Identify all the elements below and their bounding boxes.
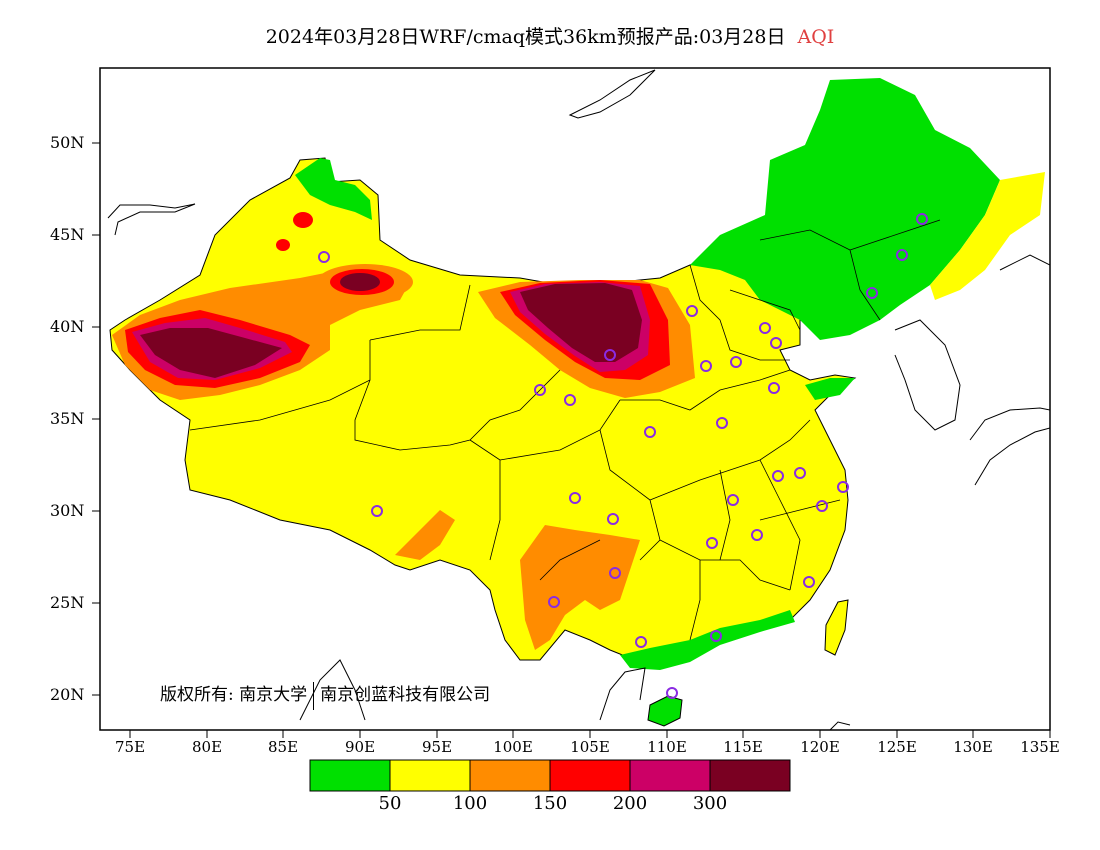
station-marker bbox=[716, 417, 728, 429]
station-marker bbox=[730, 356, 742, 368]
station-marker bbox=[609, 567, 621, 579]
station-marker bbox=[710, 630, 722, 642]
station-marker bbox=[604, 349, 616, 361]
station-marker bbox=[548, 596, 560, 608]
station-marker bbox=[569, 492, 581, 504]
map-plot-area bbox=[107, 69, 1050, 730]
jiangsu-good-patch bbox=[805, 378, 855, 400]
station-marker bbox=[686, 305, 698, 317]
copyright-org-company: 南京创蓝科技有限公司 bbox=[320, 685, 491, 705]
map-title: 2024年03月28日WRF/cmaq模式36km预报产品:03月28日 AQI bbox=[0, 22, 1100, 49]
copyright-label: 版权所有: bbox=[160, 685, 234, 705]
taiwan-island bbox=[824, 599, 849, 656]
lon-label: 120E bbox=[800, 738, 840, 756]
station-marker bbox=[706, 537, 718, 549]
station-marker bbox=[916, 213, 928, 225]
title-variable: AQI bbox=[797, 26, 835, 48]
lon-label: 75E bbox=[114, 738, 146, 756]
lon-label: 115E bbox=[723, 738, 763, 756]
turpan-hazardous-hotspot bbox=[340, 273, 380, 291]
legend-label: 200 bbox=[612, 793, 648, 814]
lon-label: 105E bbox=[570, 738, 610, 756]
station-marker bbox=[534, 384, 546, 396]
axis-ticks bbox=[92, 142, 1051, 738]
station-markers bbox=[318, 213, 928, 699]
station-marker bbox=[666, 687, 678, 699]
lat-label: 20N bbox=[50, 685, 85, 704]
legend-swatch-moderate bbox=[389, 759, 471, 792]
station-marker bbox=[768, 382, 780, 394]
korea-coastline bbox=[894, 319, 961, 431]
station-marker bbox=[644, 426, 656, 438]
legend-swatch-sensitive bbox=[469, 759, 551, 792]
tibet-orange-patch bbox=[395, 510, 455, 560]
copyright-notice: 版权所有: 南京大学 南京创蓝科技有限公司 bbox=[160, 680, 490, 710]
hotspot-small-1 bbox=[293, 212, 313, 228]
lon-label: 80E bbox=[191, 738, 223, 756]
legend-label: 50 bbox=[378, 793, 402, 814]
station-marker bbox=[866, 287, 878, 299]
lat-label: 50N bbox=[50, 133, 85, 152]
province-borders bbox=[189, 219, 941, 641]
station-marker bbox=[772, 470, 784, 482]
xinjiang-hazardous-region bbox=[140, 328, 282, 378]
station-marker bbox=[803, 576, 815, 588]
station-marker bbox=[318, 251, 330, 263]
japan-coastline bbox=[969, 254, 1050, 486]
station-marker bbox=[564, 394, 576, 406]
lon-label: 90E bbox=[344, 738, 376, 756]
station-marker bbox=[794, 467, 806, 479]
northeast-good-region bbox=[690, 78, 1000, 340]
lat-label: 40N bbox=[50, 317, 85, 336]
lon-label: 100E bbox=[493, 738, 533, 756]
station-marker bbox=[635, 636, 647, 648]
lat-label: 45N bbox=[50, 225, 85, 244]
yunnan-orange-region bbox=[520, 525, 640, 650]
south-coast-good-region bbox=[620, 610, 795, 670]
station-marker bbox=[700, 360, 712, 372]
legend-colorbar bbox=[309, 759, 791, 792]
copyright-org-university: 南京大学 bbox=[239, 685, 308, 705]
legend-swatch-hazardous bbox=[709, 759, 791, 792]
lon-label: 85E bbox=[267, 738, 299, 756]
lon-label: 130E bbox=[953, 738, 993, 756]
hainan-island bbox=[647, 695, 683, 727]
central-hazardous-region bbox=[520, 283, 642, 362]
lat-label: 35N bbox=[50, 409, 85, 428]
map-frame bbox=[99, 67, 1051, 731]
lat-label: 30N bbox=[50, 501, 85, 520]
baikal-coastline bbox=[568, 69, 656, 119]
lon-label: 135E bbox=[1020, 738, 1060, 756]
station-marker bbox=[816, 500, 828, 512]
legend-label: 100 bbox=[452, 793, 488, 814]
legend-swatch-very-unhealthy bbox=[629, 759, 711, 792]
legend-swatch-unhealthy bbox=[549, 759, 631, 792]
station-marker bbox=[770, 337, 782, 349]
station-marker bbox=[837, 481, 849, 493]
hotspot-small-2 bbox=[276, 239, 290, 251]
station-marker bbox=[759, 322, 771, 334]
legend-label: 300 bbox=[692, 793, 728, 814]
legend-label: 150 bbox=[532, 793, 568, 814]
caspian-coastline bbox=[107, 203, 196, 236]
northeast-yellow-strip bbox=[930, 172, 1045, 300]
lat-label: 25N bbox=[50, 593, 85, 612]
station-marker bbox=[751, 529, 763, 541]
station-marker bbox=[727, 494, 739, 506]
station-marker bbox=[371, 505, 383, 517]
altay-good-region bbox=[295, 158, 372, 220]
lon-label: 95E bbox=[421, 738, 453, 756]
title-main: 2024年03月28日WRF/cmaq模式36km预报产品:03月28日 bbox=[265, 26, 786, 48]
station-marker bbox=[896, 249, 908, 261]
legend-swatch-good bbox=[309, 759, 391, 792]
station-marker bbox=[607, 513, 619, 525]
copyright-separator bbox=[313, 681, 315, 710]
lon-label: 125E bbox=[877, 738, 917, 756]
lon-label: 110E bbox=[647, 738, 687, 756]
